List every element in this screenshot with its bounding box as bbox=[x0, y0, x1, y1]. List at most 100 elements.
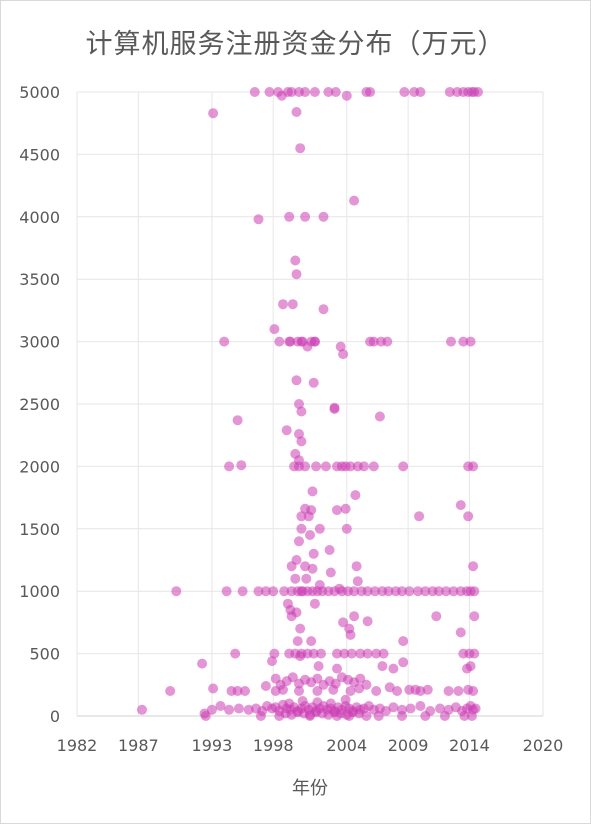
data-point bbox=[249, 87, 260, 97]
data-point bbox=[453, 686, 464, 696]
data-point bbox=[340, 503, 351, 514]
data-point bbox=[330, 678, 341, 689]
data-point bbox=[398, 657, 409, 668]
data-point bbox=[415, 87, 426, 97]
data-point bbox=[323, 87, 334, 97]
data-point bbox=[469, 611, 480, 622]
data-point bbox=[208, 683, 219, 694]
data-point bbox=[446, 336, 456, 347]
data-point bbox=[297, 696, 308, 706]
data-point bbox=[470, 703, 481, 714]
data-point bbox=[339, 648, 350, 659]
data-point bbox=[296, 511, 307, 522]
data-point bbox=[320, 461, 331, 472]
data-point bbox=[305, 530, 315, 540]
data-point bbox=[267, 656, 277, 667]
data-point bbox=[308, 548, 319, 559]
data-point bbox=[287, 672, 298, 683]
data-point bbox=[473, 87, 483, 97]
data-point bbox=[284, 211, 295, 222]
data-point bbox=[295, 623, 306, 634]
data-point bbox=[236, 460, 247, 471]
data-point bbox=[420, 711, 431, 721]
data-point bbox=[215, 701, 226, 711]
data-point bbox=[268, 586, 279, 597]
x-tick-labels: 1982 1987 1993 1998 2004 2009 2014 2020 bbox=[57, 736, 564, 755]
data-point bbox=[344, 711, 355, 721]
x-tick-label: 1982 bbox=[57, 736, 98, 755]
data-point bbox=[374, 411, 385, 422]
data-point bbox=[332, 711, 342, 721]
data-point bbox=[361, 679, 372, 690]
data-point bbox=[412, 586, 423, 597]
data-point bbox=[340, 694, 351, 705]
y-tick-label: 0 bbox=[50, 707, 60, 726]
data-point bbox=[208, 108, 219, 119]
data-point bbox=[398, 461, 409, 472]
data-point bbox=[410, 684, 421, 695]
y-tick-label: 3500 bbox=[19, 270, 60, 289]
data-point bbox=[338, 349, 349, 360]
data-point bbox=[325, 567, 336, 578]
data-point bbox=[355, 673, 366, 684]
x-tick-label: 2009 bbox=[388, 736, 429, 755]
data-point bbox=[392, 686, 403, 696]
data-point bbox=[345, 629, 356, 640]
data-point bbox=[443, 686, 454, 696]
data-point bbox=[397, 586, 407, 597]
data-point bbox=[338, 617, 349, 628]
data-point bbox=[378, 648, 389, 659]
data-point bbox=[279, 586, 290, 597]
data-point bbox=[287, 299, 298, 310]
data-point bbox=[459, 711, 470, 721]
data-point bbox=[373, 711, 384, 721]
data-point bbox=[233, 703, 244, 714]
data-point bbox=[370, 586, 380, 597]
data-point bbox=[300, 211, 311, 222]
data-point bbox=[420, 586, 431, 597]
data-point bbox=[441, 586, 452, 597]
data-point bbox=[388, 663, 399, 674]
x-axis-label: 年份 bbox=[292, 778, 328, 799]
data-point bbox=[294, 399, 304, 409]
data-point bbox=[455, 627, 466, 638]
gridlines bbox=[76, 91, 544, 717]
data-point bbox=[269, 648, 280, 659]
data-point bbox=[292, 636, 303, 647]
data-point bbox=[291, 375, 302, 386]
y-tick-label: 2500 bbox=[19, 395, 60, 414]
data-point bbox=[463, 511, 474, 522]
data-point bbox=[345, 461, 356, 472]
data-point bbox=[444, 87, 455, 97]
data-point bbox=[468, 561, 479, 572]
data-point bbox=[458, 336, 469, 347]
data-point bbox=[219, 336, 230, 347]
data-point bbox=[448, 586, 459, 597]
data-point bbox=[290, 255, 301, 266]
data-point bbox=[296, 406, 307, 417]
data-point bbox=[296, 523, 307, 534]
data-point bbox=[296, 436, 307, 447]
data-point bbox=[377, 661, 388, 672]
data-point bbox=[469, 586, 480, 597]
data-point bbox=[382, 336, 393, 347]
data-point bbox=[350, 490, 361, 501]
data-point bbox=[255, 711, 266, 721]
data-point bbox=[165, 686, 176, 696]
data-point bbox=[316, 648, 326, 659]
data-point bbox=[281, 425, 292, 436]
data-point bbox=[274, 711, 285, 721]
data-point bbox=[398, 636, 409, 647]
data-point bbox=[469, 648, 480, 659]
data-point bbox=[232, 415, 243, 426]
data-point bbox=[232, 686, 243, 696]
data-points bbox=[137, 87, 483, 721]
y-tick-label: 1500 bbox=[19, 520, 60, 539]
data-point bbox=[368, 461, 379, 472]
data-point bbox=[351, 561, 362, 572]
y-tick-label: 500 bbox=[29, 645, 60, 664]
data-point bbox=[290, 573, 301, 584]
data-point bbox=[341, 523, 352, 534]
data-point bbox=[362, 586, 373, 597]
